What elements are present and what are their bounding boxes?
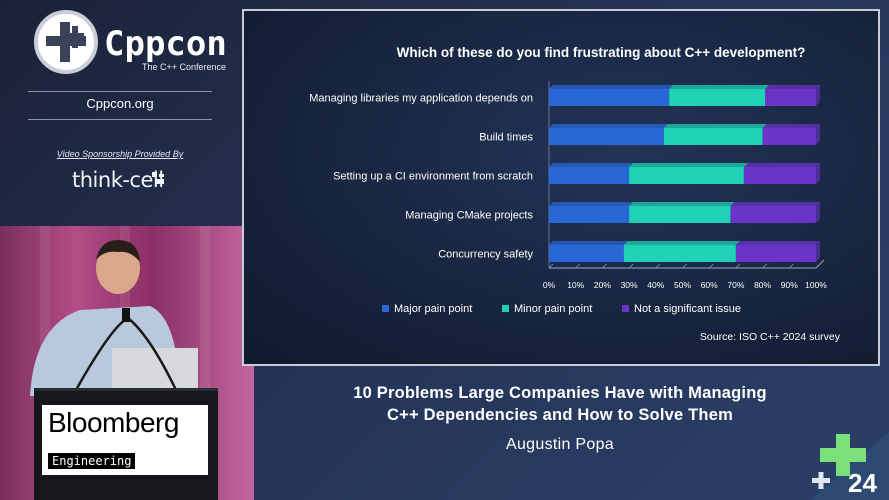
divider [28, 119, 212, 120]
speaker-figure [30, 240, 198, 396]
bar-top-face [629, 202, 735, 206]
chart-title: Which of these do you find frustrating a… [396, 45, 806, 60]
podium: Bloomberg Engineering [34, 388, 218, 500]
bar-top-face [629, 163, 748, 167]
talk-title-line-2: C++ Dependencies and How to Solve Them [387, 406, 733, 424]
stacked-bar-chart: Managing libraries my application depend… [309, 81, 827, 315]
logo-title: Cppcon [104, 24, 227, 64]
x-tick-label: 90% [781, 280, 798, 290]
bar-top-face [623, 241, 740, 245]
bar-top-face [549, 85, 674, 89]
cppcon-2024-badge: 24 [810, 432, 889, 500]
speaker-video: Bloomberg Engineering [0, 226, 254, 500]
bar-segment [762, 128, 816, 145]
bar-segment [623, 245, 736, 262]
podium-sign-text: Bloomberg [48, 407, 179, 438]
branding-panel: Cppcon The C++ Conference Cppcon.org Vid… [0, 0, 240, 222]
legend-swatch [382, 305, 389, 312]
plus-logo-icon [46, 22, 86, 62]
logo-subtitle: The C++ Conference [142, 62, 227, 72]
bar-segment [549, 89, 670, 106]
bar-side-face [816, 163, 820, 184]
x-tick [762, 263, 767, 269]
legend-label: Not a significant issue [634, 303, 741, 315]
x-tick-label: 100% [805, 280, 827, 290]
category-label: Build times [479, 132, 533, 144]
bar-segment [663, 128, 763, 145]
x-tick-label: 40% [647, 280, 664, 290]
bar-top-face [549, 163, 634, 167]
talk-title: 10 Problems Large Companies Have with Ma… [300, 382, 820, 426]
bar-top-face [765, 85, 820, 89]
legend-swatch [502, 305, 509, 312]
divider [28, 91, 212, 92]
bar-segment [735, 245, 816, 262]
x-tick-label: 80% [754, 280, 771, 290]
bar-segment [549, 167, 630, 184]
bar-segment [730, 206, 816, 223]
bar-top-face [669, 85, 770, 89]
x-tick-label: 50% [674, 280, 691, 290]
bar-segment [629, 206, 731, 223]
sponsor-text: Video Sponsorship Provided By [56, 149, 184, 159]
x-tick-label: 0% [543, 280, 556, 290]
x-tick [575, 263, 580, 269]
bar-top-face [549, 124, 668, 128]
bar-side-face [816, 241, 820, 262]
bar-top-face [735, 241, 820, 245]
x-tick-label: 20% [594, 280, 611, 290]
speaker-name: Augustin Popa [506, 436, 614, 453]
x-tick [789, 263, 794, 269]
bar-segment [629, 167, 744, 184]
podium-sign-tag: Engineering [48, 453, 136, 469]
x-tick-label: 60% [701, 280, 718, 290]
bar-side-face [816, 124, 820, 145]
website-url: Cppcon.org [86, 96, 154, 111]
x-tick [548, 263, 554, 269]
chart-source: Source: ISO C++ 2024 survey [699, 331, 840, 343]
bar-side-face [816, 202, 820, 223]
bar-segment [549, 128, 664, 145]
podium-sign: Bloomberg Engineering [42, 405, 208, 475]
bar-side-face [816, 85, 820, 106]
bar-top-face [730, 202, 820, 206]
x-tick-label: 30% [621, 280, 638, 290]
legend-swatch [622, 305, 629, 312]
talk-title-line-1: 10 Problems Large Companies Have with Ma… [353, 384, 767, 402]
bar-segment [549, 245, 624, 262]
bar-top-face [549, 241, 628, 245]
x-tick [628, 263, 634, 269]
presentation-slide: Which of these do you find frustrating a… [242, 9, 880, 366]
category-label: Concurrency safety [438, 249, 533, 261]
x-tick [708, 263, 714, 269]
legend-label: Major pain point [394, 303, 472, 315]
x-tick [815, 263, 821, 269]
x-tick [682, 263, 687, 269]
bar-top-face [743, 163, 820, 167]
bar-top-face [549, 202, 634, 206]
bar-segment [743, 167, 816, 184]
x-tick [655, 263, 661, 269]
x-tick [602, 263, 607, 269]
category-label: Managing CMake projects [405, 210, 533, 222]
cppcon-logo-icon [34, 10, 98, 74]
x-tick-label: 10% [567, 280, 584, 290]
category-label: Managing libraries my application depend… [309, 93, 533, 105]
category-label: Setting up a CI environment from scratch [333, 171, 533, 183]
bar-top-face [762, 124, 820, 128]
think-cell-mark-icon [152, 172, 164, 184]
x-tick-label: 70% [727, 280, 744, 290]
bar-segment [549, 206, 630, 223]
bar-top-face [663, 124, 767, 128]
sponsor-logo: think-cell [72, 168, 164, 192]
legend-label: Minor pain point [514, 303, 592, 315]
year-text: 24 [848, 468, 877, 498]
x-tick [735, 263, 741, 269]
bar-segment [765, 89, 816, 106]
bar-segment [669, 89, 766, 106]
